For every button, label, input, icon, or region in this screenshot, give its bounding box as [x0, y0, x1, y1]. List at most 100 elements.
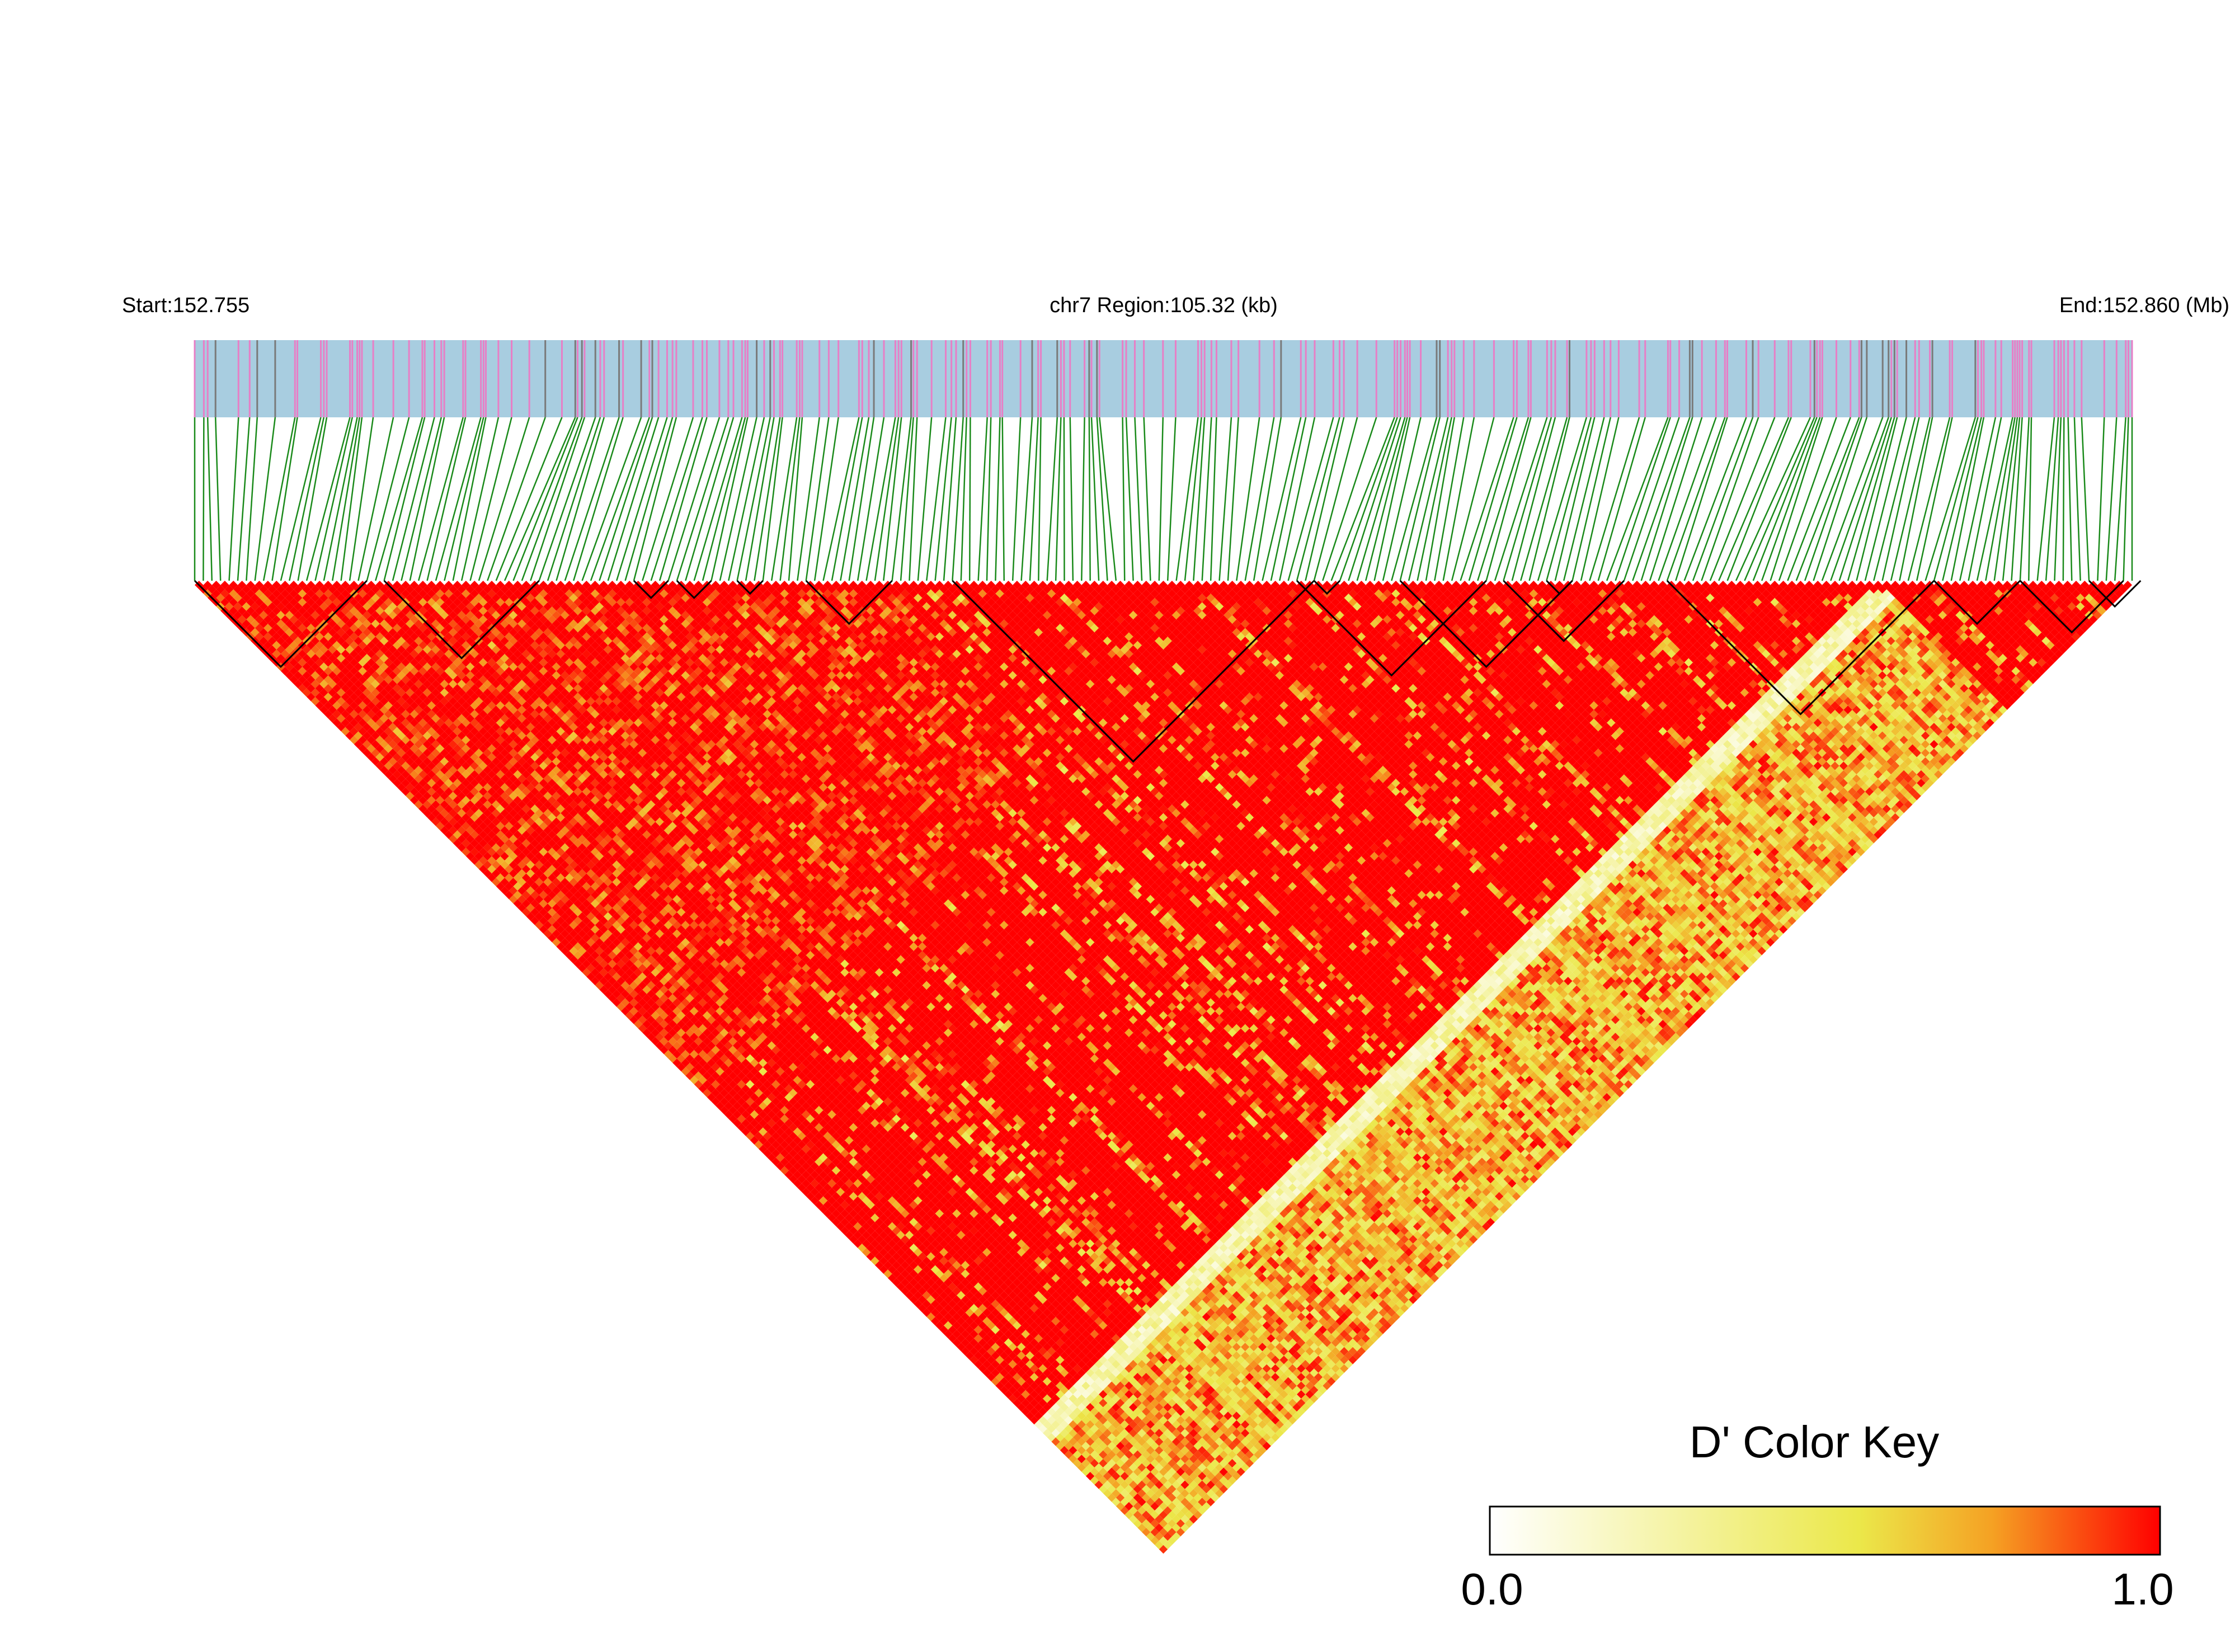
end-label: End:152.860 (Mb): [2059, 294, 2229, 317]
snp-connector: [1144, 417, 1151, 581]
snp-connector: [995, 417, 1000, 581]
snp-connector: [1616, 417, 1671, 581]
snp-connector: [1814, 417, 1867, 581]
snp-connector: [530, 417, 585, 581]
snp-connector: [418, 417, 463, 581]
snp-connector: [215, 417, 220, 581]
snp-connector: [1538, 417, 1587, 581]
snp-connector-lines: [195, 417, 2132, 581]
snp-connector: [401, 417, 441, 581]
snp-connector: [909, 417, 917, 581]
snp-connector: [462, 417, 498, 581]
start-label: Start:152.755: [122, 294, 250, 317]
snp-connector: [1135, 417, 1142, 581]
snp-connector: [1314, 417, 1357, 581]
snp-connector: [2020, 417, 2029, 581]
region-label: chr7 Region:105.32 (kb): [1050, 294, 1278, 317]
snp-connector: [840, 417, 869, 581]
snp-connector: [660, 417, 707, 581]
snp-connector: [1254, 417, 1281, 581]
snp-connector: [2097, 417, 2104, 581]
snp-connector: [1744, 417, 1814, 581]
snp-connector: [255, 417, 275, 581]
snp-connector: [901, 417, 914, 581]
snp-connector: [229, 417, 239, 581]
snp-connector: [669, 417, 719, 581]
snp-connector: [1091, 417, 1099, 581]
ld-heatmap: [195, 581, 2132, 1554]
snp-connector: [1891, 417, 1930, 581]
snp-connector: [281, 417, 321, 581]
snp-connector: [1038, 417, 1041, 581]
snp-connector: [651, 417, 703, 581]
snp-connector: [289, 417, 324, 581]
snp-connector: [2054, 417, 2060, 581]
snp-connector: [1126, 417, 1133, 581]
snp-connector: [1977, 417, 2013, 581]
snp-connector: [505, 417, 575, 581]
snp-connector: [694, 417, 742, 581]
snp-connector: [599, 417, 652, 581]
snp-connector: [1013, 417, 1020, 581]
snp-connector: [1581, 417, 1618, 581]
snp-connector: [444, 417, 483, 581]
snp-connector: [824, 417, 859, 581]
snp-connector: [1297, 417, 1339, 581]
snp-connector: [1168, 417, 1175, 581]
snp-connector: [2063, 417, 2064, 581]
snp-connector: [1159, 417, 1163, 581]
snp-connector: [832, 417, 862, 581]
snp-connector: [315, 417, 352, 581]
snp-connector: [1701, 417, 1758, 581]
snp-connector: [1331, 417, 1395, 581]
snp-connector: [1047, 417, 1057, 581]
snp-connector: [1632, 417, 1690, 581]
snp-connector: [1003, 417, 1004, 581]
snp-connector: [1070, 417, 1073, 581]
snp-connector: [556, 417, 604, 581]
snp-connector: [341, 417, 362, 581]
snp-connector: [298, 417, 327, 581]
snp-connector: [1211, 417, 1216, 581]
snp-connector: [1736, 417, 1810, 581]
snp-connector: [427, 417, 465, 581]
snp-connector: [806, 417, 829, 581]
snp-connector: [332, 417, 359, 581]
snp-connector: [617, 417, 667, 581]
snp-connector: [1279, 417, 1315, 581]
snp-connector: [1856, 417, 1897, 581]
snp-connector: [264, 417, 295, 581]
snp-connector: [2029, 417, 2031, 581]
snp-connector: [2106, 417, 2116, 581]
snp-connector: [746, 417, 774, 581]
snp-connector: [208, 417, 212, 581]
snp-connector: [1969, 417, 2002, 581]
snp-connector: [2082, 417, 2089, 581]
snp-connector: [1899, 417, 1932, 581]
snp-connector: [1908, 417, 1950, 581]
snp-connector: [1271, 417, 1306, 581]
snp-connector: [1123, 417, 1125, 581]
snp-connector: [487, 417, 545, 581]
snp-connector: [987, 417, 991, 581]
snp-connector: [1236, 417, 1259, 581]
snp-connector: [1917, 417, 1952, 581]
snp-connector: [1555, 417, 1595, 581]
snp-connector: [1839, 417, 1891, 581]
snp-connector: [677, 417, 728, 581]
snp-connector: [815, 417, 839, 581]
snp-connector: [1089, 417, 1090, 581]
snp-connector: [272, 417, 298, 581]
snp-connector: [1366, 417, 1407, 581]
snp-connector: [1056, 417, 1061, 581]
snp-connector: [1942, 417, 1981, 581]
snp-connector: [350, 417, 373, 581]
snp-connector: [978, 417, 987, 581]
snp-connector: [1064, 417, 1065, 581]
snp-connector: [642, 417, 693, 581]
snp-connector: [1245, 417, 1274, 581]
snp-connector: [2074, 417, 2081, 581]
snp-connector: [384, 417, 425, 581]
snp-connector: [203, 417, 204, 581]
